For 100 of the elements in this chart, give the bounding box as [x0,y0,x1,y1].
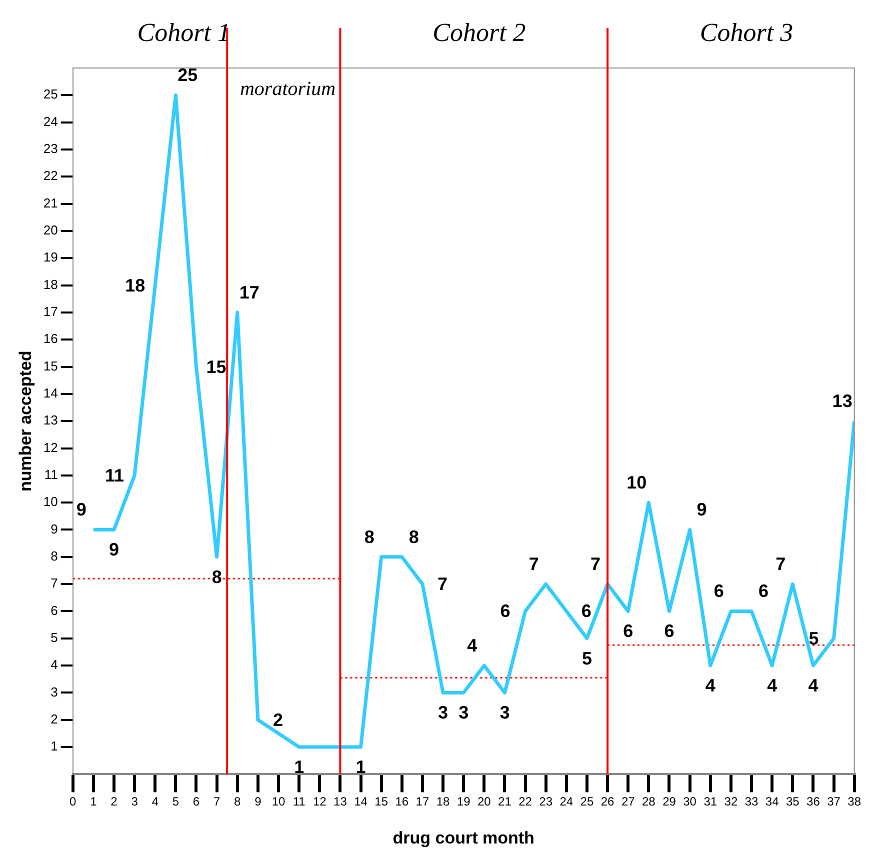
x-tick-label: 0 [70,794,77,809]
x-tick-label: 29 [662,794,676,809]
y-tick-label: 1 [50,738,58,754]
x-tick-label: 23 [539,794,553,809]
x-tick-label: 21 [498,794,512,809]
data-label: 8 [364,526,374,547]
x-tick-label: 10 [272,794,286,809]
x-tick-label: 15 [374,794,388,809]
x-tick-label: 12 [312,794,327,809]
data-label: 1 [294,757,304,778]
data-label: 17 [239,282,260,302]
x-tick-label: 19 [456,794,471,809]
x-tick-label: 1 [90,794,98,809]
x-tick-label: 17 [416,794,430,809]
y-tick-label: 3 [50,684,58,700]
x-tick-label: 2 [110,794,118,809]
y-tick-label: 16 [43,331,58,346]
text: Cohort 3 [700,18,794,47]
data-label: 13 [832,391,852,412]
x-tick-label: 32 [724,794,738,809]
y-tick-label: 5 [50,630,58,645]
x-tick-label: 5 [172,794,180,809]
y-tick-label: 7 [50,576,58,591]
data-label: 3 [500,702,510,723]
data-label: 8 [212,566,222,587]
y-tick-label: 13 [43,412,58,428]
data-label: 6 [714,581,724,602]
data-label: 6 [758,581,769,602]
data-label: 4 [808,676,818,696]
y-tick-label: 8 [50,548,58,564]
x-tick-label: 13 [334,794,348,809]
data-label: 7 [528,554,539,574]
y-tick-label: 14 [43,386,58,401]
text: Cohort 2 [432,18,526,47]
data-label: 10 [626,472,647,493]
x-tick-label: 7 [213,794,220,809]
data-label: 18 [125,275,146,296]
y-tick-label: 24 [43,114,58,129]
x-tick-label: 14 [354,794,368,809]
x-tick-label: 11 [292,794,306,809]
data-label: 7 [437,574,448,594]
x-tick-label: 20 [477,794,492,809]
x-tick-label: 35 [786,794,800,809]
y-tick-label: 4 [50,657,58,672]
y-tick-label: 11 [44,467,58,482]
data-label: 9 [696,500,707,520]
x-tick-label: 31 [704,794,718,809]
data-label: 9 [76,500,86,520]
y-tick-label: 9 [50,521,58,536]
x-tick-label: 6 [192,794,200,809]
data-label: 6 [500,601,510,622]
data-label: 25 [178,65,198,86]
data-label: 7 [776,554,786,574]
x-tick-label: 4 [152,794,159,809]
data-label: 8 [408,526,419,547]
x-tick-label: 34 [765,794,780,809]
y-tick-label: 10 [43,494,58,510]
x-tick-label: 36 [806,794,820,809]
data-label: 11 [105,465,124,486]
data-label: 1 [356,757,366,778]
data-label: 4 [705,676,716,696]
x-tick-label: 27 [621,794,636,809]
x-tick-label: 33 [744,794,758,809]
data-label: 4 [767,676,778,696]
x-tick-label: 8 [234,794,242,809]
y-tick-label: 19 [43,250,58,265]
data-label: 6 [581,601,592,622]
data-label: 5 [582,648,592,668]
data-label: 5 [808,628,819,648]
annotation: moratorium [240,78,336,100]
y-tick-label: 12 [43,440,58,455]
x-tick-label: 9 [254,794,262,809]
x-tick-label: 38 [848,794,862,809]
x-tick-label: 24 [560,794,574,809]
x-tick-label: 22 [518,794,532,809]
y-axis-title: number accepted [16,350,35,492]
y-tick-label: 17 [43,304,58,320]
x-tick-label: 3 [131,794,138,809]
x-tick-label: 28 [642,794,656,809]
data-label: 3 [438,702,448,723]
data-label: 6 [664,621,674,642]
x-tick-label: 37 [827,794,841,809]
y-tick-label: 21 [43,195,58,210]
x-tick-label: 18 [436,794,450,809]
y-tick-label: 18 [43,276,58,292]
x-axis-title: drug court month [392,828,534,848]
data-label: 15 [206,356,226,377]
x-tick-label: 25 [580,794,594,809]
y-tick-label: 2 [50,711,58,726]
data-label: 6 [623,621,634,642]
y-tick-label: 6 [50,602,58,618]
y-tick-label: 22 [43,168,58,184]
data-label: 3 [458,702,469,723]
y-tick-label: 25 [43,86,58,102]
data-label: 7 [590,554,601,574]
x-tick-label: 26 [600,794,615,809]
data-label: 4 [467,636,478,656]
y-tick-label: 15 [43,358,58,374]
data-label: 2 [272,710,283,730]
y-tick-label: 23 [43,141,58,156]
